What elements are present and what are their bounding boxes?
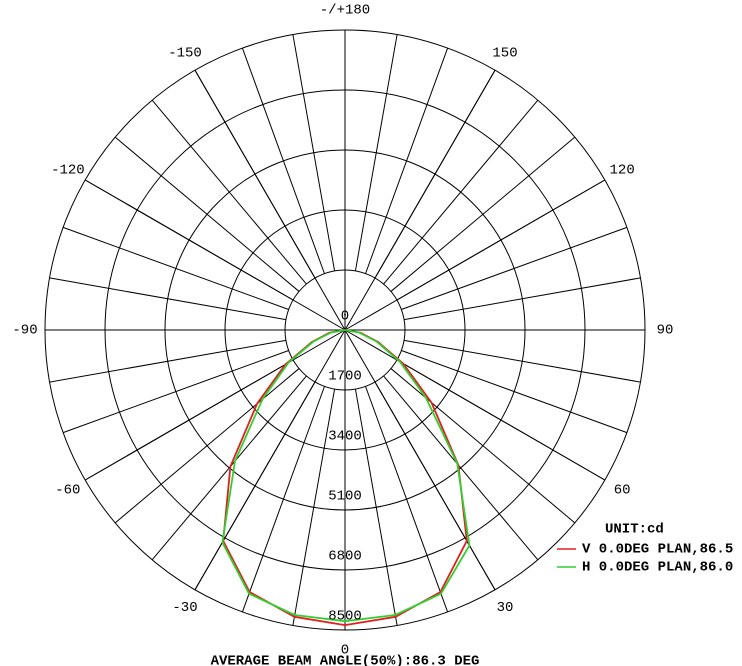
angle-grid-line: [344, 69, 496, 331]
angle-tick-label: -90: [12, 323, 37, 339]
r-tick-label: 6800: [328, 549, 362, 565]
angle-grid-line: [84, 179, 346, 331]
angle-grid-line: [84, 329, 346, 481]
angle-grid-line: [344, 179, 606, 331]
angle-tick-label: -30: [172, 600, 197, 616]
legend-label: V 0.0DEG PLAN,86.5: [582, 542, 733, 558]
legend-title: UNIT:cd: [605, 522, 664, 538]
legend-label: H 0.0DEG PLAN,86.0: [582, 560, 733, 576]
angle-tick-label: 30: [497, 600, 514, 616]
series-line: [222, 329, 468, 626]
angle-tick-label: 120: [610, 163, 635, 179]
r-tick-label: 0: [341, 309, 349, 325]
r-tick-label: 5100: [328, 489, 362, 505]
angle-grid-line: [194, 69, 346, 331]
angle-grid-line: [194, 329, 346, 591]
angle-grid-line: [344, 329, 606, 481]
footer: AVERAGE BEAM ANGLE(50%):86.3 DEG: [211, 654, 480, 666]
angle-tick-label: -60: [55, 483, 80, 499]
angle-grid-line: [344, 329, 496, 591]
angle-tick-label: -120: [51, 163, 85, 179]
r-tick-label: 8500: [328, 609, 362, 625]
series-line: [221, 329, 471, 623]
angle-tick-label: 0: [341, 643, 349, 659]
angle-tick-label: -150: [168, 46, 202, 62]
r-tick-label: 1700: [328, 369, 362, 385]
angle-tick-label: -/+180: [320, 3, 370, 19]
r-tick-label: 3400: [328, 429, 362, 445]
angle-tick-label: 90: [657, 323, 674, 339]
angle-tick-label: 150: [492, 46, 517, 62]
angle-tick-label: 60: [614, 483, 631, 499]
